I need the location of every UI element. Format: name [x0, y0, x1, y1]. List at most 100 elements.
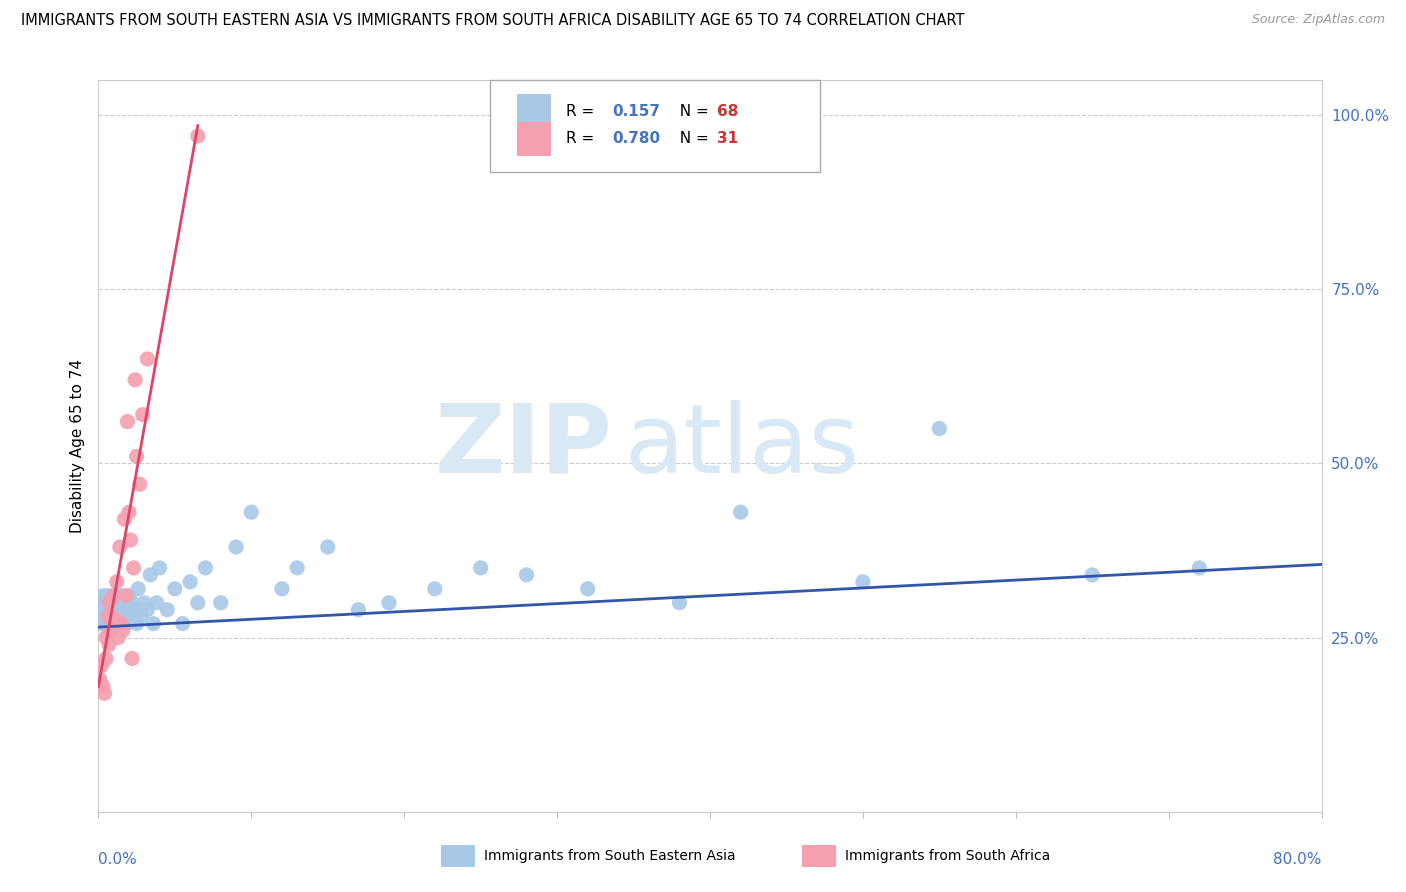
Point: [94, 631, 117, 645]
Point: [187, 596, 209, 610]
Point: [89, 603, 111, 617]
Point: [98, 596, 121, 610]
Text: 68: 68: [717, 103, 738, 119]
Point: [194, 561, 217, 575]
Point: [89, 673, 111, 687]
Point: [108, 540, 131, 554]
Point: [105, 574, 128, 589]
Text: Source: ZipAtlas.com: Source: ZipAtlas.com: [1251, 13, 1385, 27]
FancyBboxPatch shape: [489, 80, 820, 171]
Text: ZIP: ZIP: [434, 400, 612, 492]
Point: [94, 589, 117, 603]
Point: [104, 616, 127, 631]
Point: [240, 505, 263, 519]
Text: 0.157: 0.157: [612, 103, 661, 119]
Text: 31: 31: [717, 131, 738, 146]
Point: [91, 589, 114, 603]
FancyBboxPatch shape: [801, 845, 837, 867]
Point: [225, 540, 247, 554]
Point: [103, 603, 125, 617]
Point: [105, 596, 128, 610]
Point: [98, 603, 121, 617]
Point: [470, 561, 492, 575]
Point: [142, 616, 165, 631]
Point: [97, 609, 120, 624]
Point: [576, 582, 599, 596]
Point: [730, 505, 752, 519]
Point: [111, 609, 134, 624]
Point: [107, 609, 129, 624]
Point: [378, 596, 401, 610]
Point: [270, 582, 292, 596]
Point: [128, 477, 150, 491]
Point: [98, 638, 121, 652]
Y-axis label: Disability Age 65 to 74: Disability Age 65 to 74: [70, 359, 86, 533]
Point: [103, 589, 125, 603]
Text: R =: R =: [565, 131, 599, 146]
Point: [98, 616, 121, 631]
Point: [852, 574, 875, 589]
Text: 80.0%: 80.0%: [1274, 852, 1322, 867]
Point: [149, 561, 172, 575]
Point: [108, 616, 131, 631]
Point: [90, 616, 112, 631]
Point: [101, 596, 124, 610]
Point: [107, 631, 129, 645]
Point: [1081, 567, 1104, 582]
Point: [136, 351, 159, 366]
Point: [100, 609, 122, 624]
Point: [139, 567, 162, 582]
Point: [120, 533, 142, 547]
Point: [101, 609, 124, 624]
Point: [110, 589, 132, 603]
FancyBboxPatch shape: [441, 845, 475, 867]
Text: N =: N =: [669, 103, 713, 119]
FancyBboxPatch shape: [517, 122, 551, 155]
Point: [1188, 561, 1211, 575]
Point: [120, 609, 142, 624]
Point: [104, 609, 127, 624]
Point: [128, 603, 150, 617]
Point: [127, 582, 149, 596]
FancyBboxPatch shape: [517, 95, 551, 128]
Point: [117, 603, 139, 617]
Point: [105, 603, 128, 617]
Point: [100, 589, 122, 603]
Point: [136, 603, 159, 617]
Point: [285, 561, 308, 575]
Point: [115, 589, 138, 603]
Point: [112, 512, 135, 526]
Point: [179, 574, 201, 589]
Point: [93, 596, 115, 610]
Point: [110, 603, 132, 617]
Point: [101, 624, 124, 638]
Point: [93, 686, 115, 700]
Point: [121, 651, 143, 665]
Point: [91, 679, 114, 693]
Point: [94, 651, 117, 665]
Text: IMMIGRANTS FROM SOUTH EASTERN ASIA VS IMMIGRANTS FROM SOUTH AFRICA DISABILITY AG: IMMIGRANTS FROM SOUTH EASTERN ASIA VS IM…: [21, 13, 965, 29]
Point: [347, 603, 370, 617]
Point: [423, 582, 446, 596]
Point: [187, 128, 209, 143]
Point: [97, 609, 120, 624]
Point: [91, 609, 114, 624]
Point: [145, 596, 167, 610]
Text: Immigrants from South Eastern Asia: Immigrants from South Eastern Asia: [484, 848, 735, 863]
Point: [112, 596, 135, 610]
Point: [100, 624, 122, 638]
Point: [118, 505, 141, 519]
Point: [516, 567, 538, 582]
Point: [209, 596, 232, 610]
Text: atlas: atlas: [624, 400, 859, 492]
Point: [132, 408, 155, 422]
Text: 0.0%: 0.0%: [98, 852, 138, 867]
Point: [124, 373, 146, 387]
Point: [117, 415, 139, 429]
Point: [668, 596, 690, 610]
Point: [122, 561, 145, 575]
Text: R =: R =: [565, 103, 599, 119]
Point: [163, 582, 186, 596]
Point: [124, 603, 146, 617]
Point: [103, 589, 125, 603]
